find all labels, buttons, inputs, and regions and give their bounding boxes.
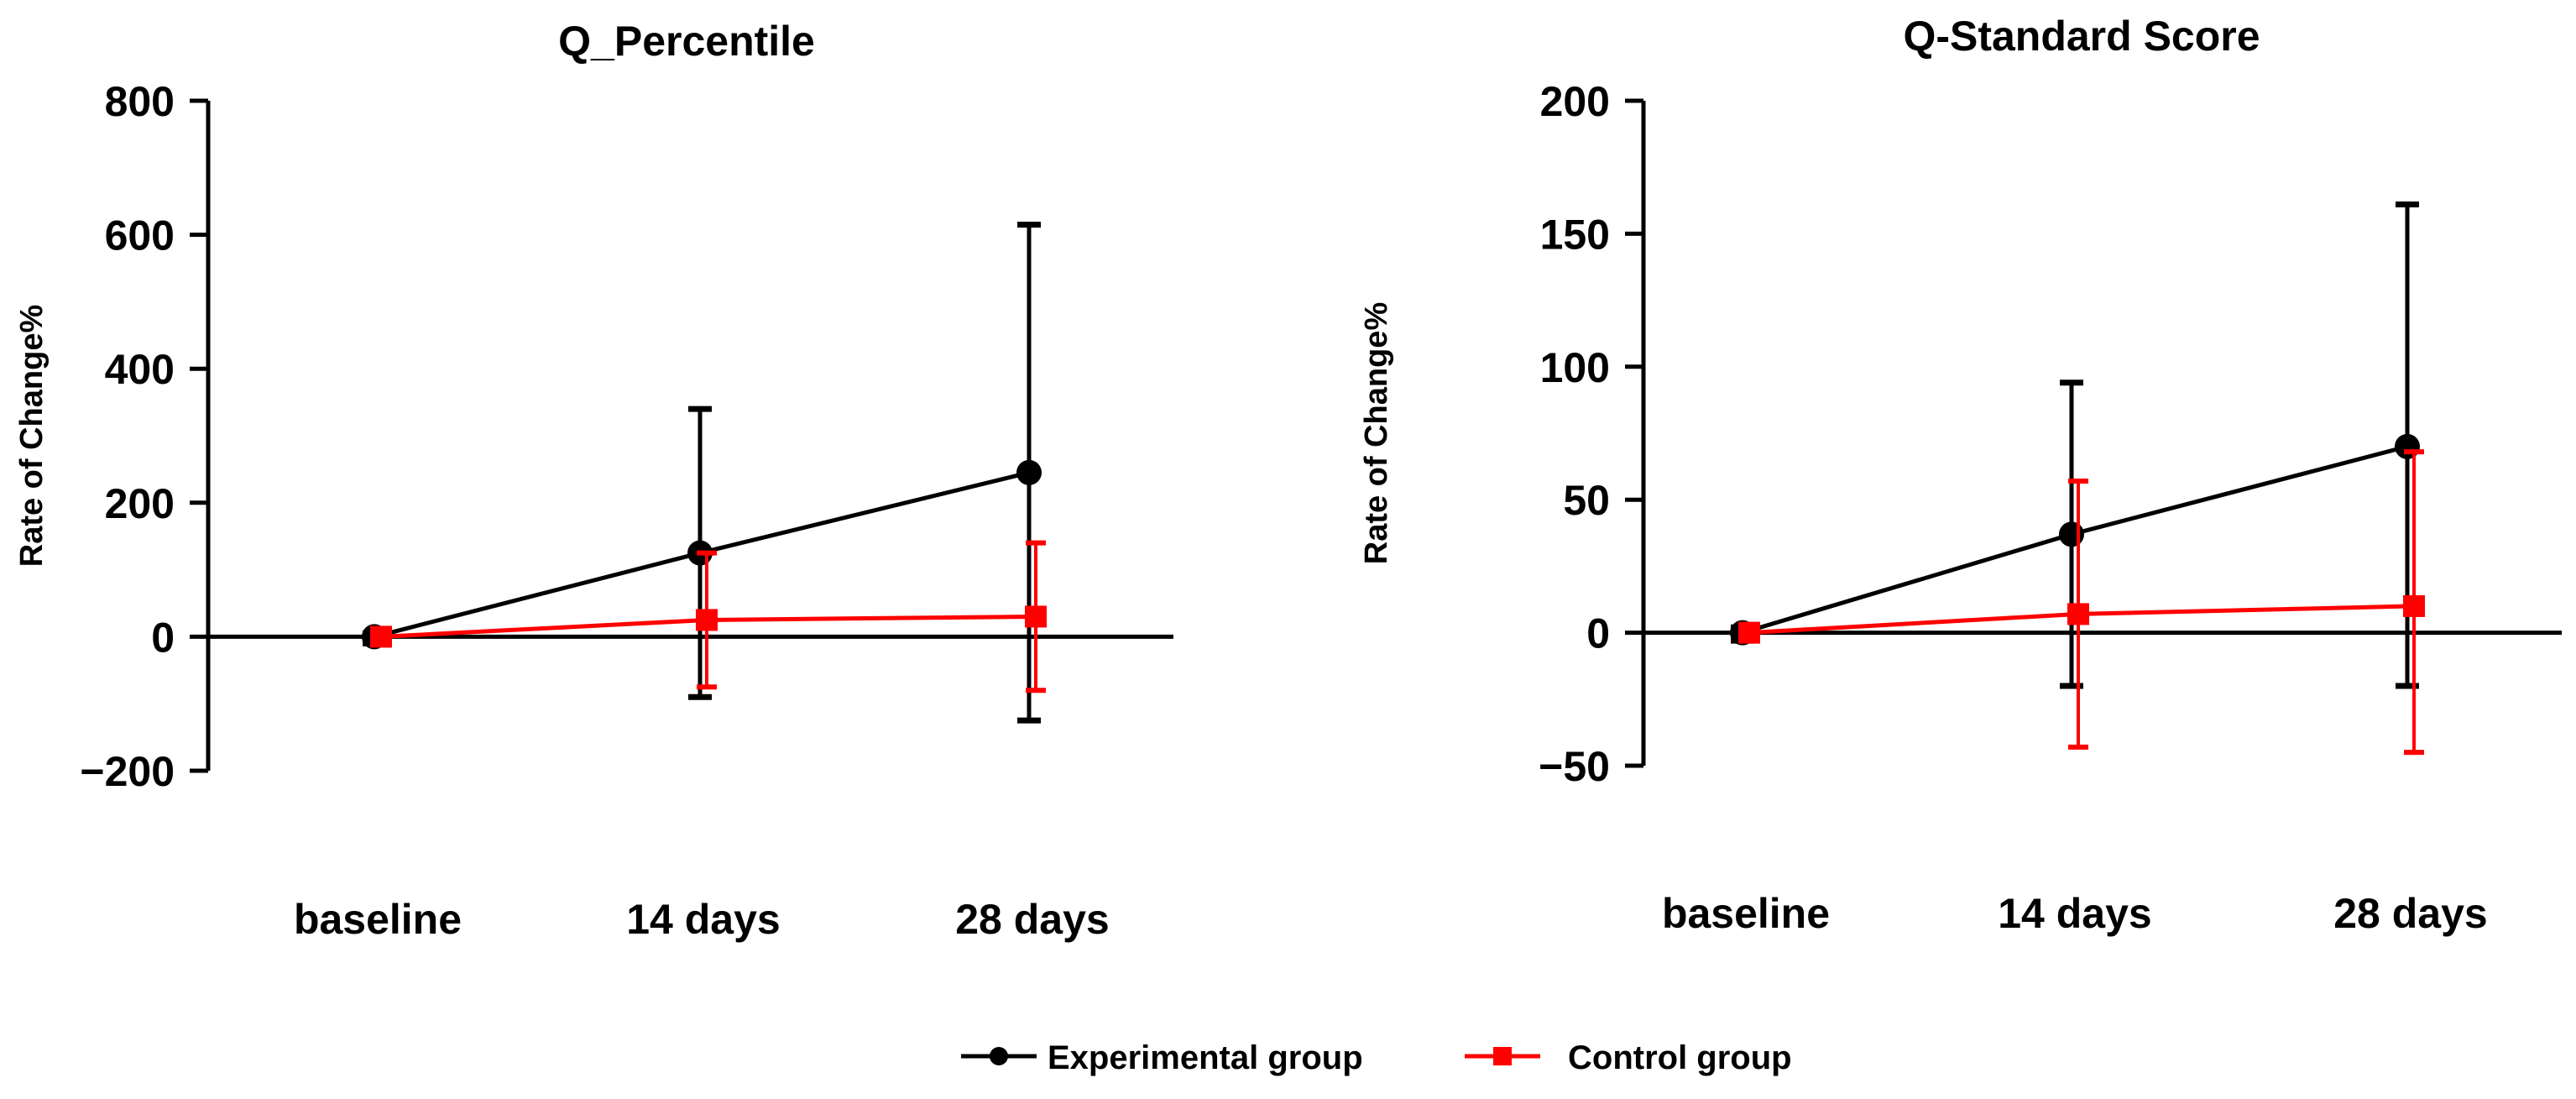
y-tick-label: −50	[1539, 743, 1610, 790]
chart-q-standard-score: Q-Standard Score 200 150 100 50 0 −50 Rate of C…	[1359, 13, 2562, 937]
x-tick-label: 14 days	[1998, 890, 2151, 937]
y-tick-label: 50	[1563, 477, 1610, 524]
data-point	[696, 609, 718, 631]
legend-label-control: Control group	[1568, 1039, 1792, 1076]
data-point	[2395, 433, 2420, 459]
data-point	[2403, 594, 2425, 617]
x-tick-label: baseline	[1662, 890, 1830, 937]
y-tick-label: 200	[105, 480, 175, 527]
series-control	[370, 540, 1047, 693]
y-tick-label: −200	[80, 748, 175, 795]
y-tick-label: 200	[1540, 78, 1610, 125]
y-tick-label: 0	[1586, 610, 1610, 657]
legend-marker-control	[1493, 1047, 1512, 1065]
y-axis-title: Rate of Change%	[1359, 302, 1394, 564]
series-experimental	[362, 222, 1042, 724]
y-tick-label: 600	[105, 212, 175, 259]
y-tick-label: 400	[105, 346, 175, 393]
data-point	[2067, 603, 2089, 625]
data-point	[2059, 521, 2084, 547]
y-tick-label: 100	[1540, 344, 1610, 391]
x-tick-label: 28 days	[2333, 890, 2487, 937]
x-tick-label: 28 days	[955, 896, 1109, 943]
y-tick-label: 0	[151, 614, 175, 661]
data-point	[1738, 621, 1760, 644]
data-point	[1025, 605, 1047, 628]
x-tick-label: baseline	[294, 896, 462, 943]
chart-q-percentile: Q_Percentile 800 600 400 200 0 −200 Rate of Cha…	[14, 18, 1173, 943]
y-axis-title: Rate of Change%	[14, 305, 50, 567]
x-tick-label: 14 days	[626, 896, 780, 943]
y-tick-label: 800	[105, 78, 175, 125]
legend: Experimental group Control group	[961, 1039, 1792, 1076]
legend-label-experimental: Experimental group	[1048, 1039, 1363, 1076]
series-control	[1738, 449, 2425, 756]
chart-title: Q-Standard Score	[1903, 13, 2260, 60]
data-point	[1016, 459, 1042, 485]
data-point	[370, 625, 392, 648]
y-tick-label: 150	[1540, 211, 1610, 258]
chart-title: Q_Percentile	[558, 18, 815, 65]
legend-marker-experimental	[990, 1047, 1008, 1065]
